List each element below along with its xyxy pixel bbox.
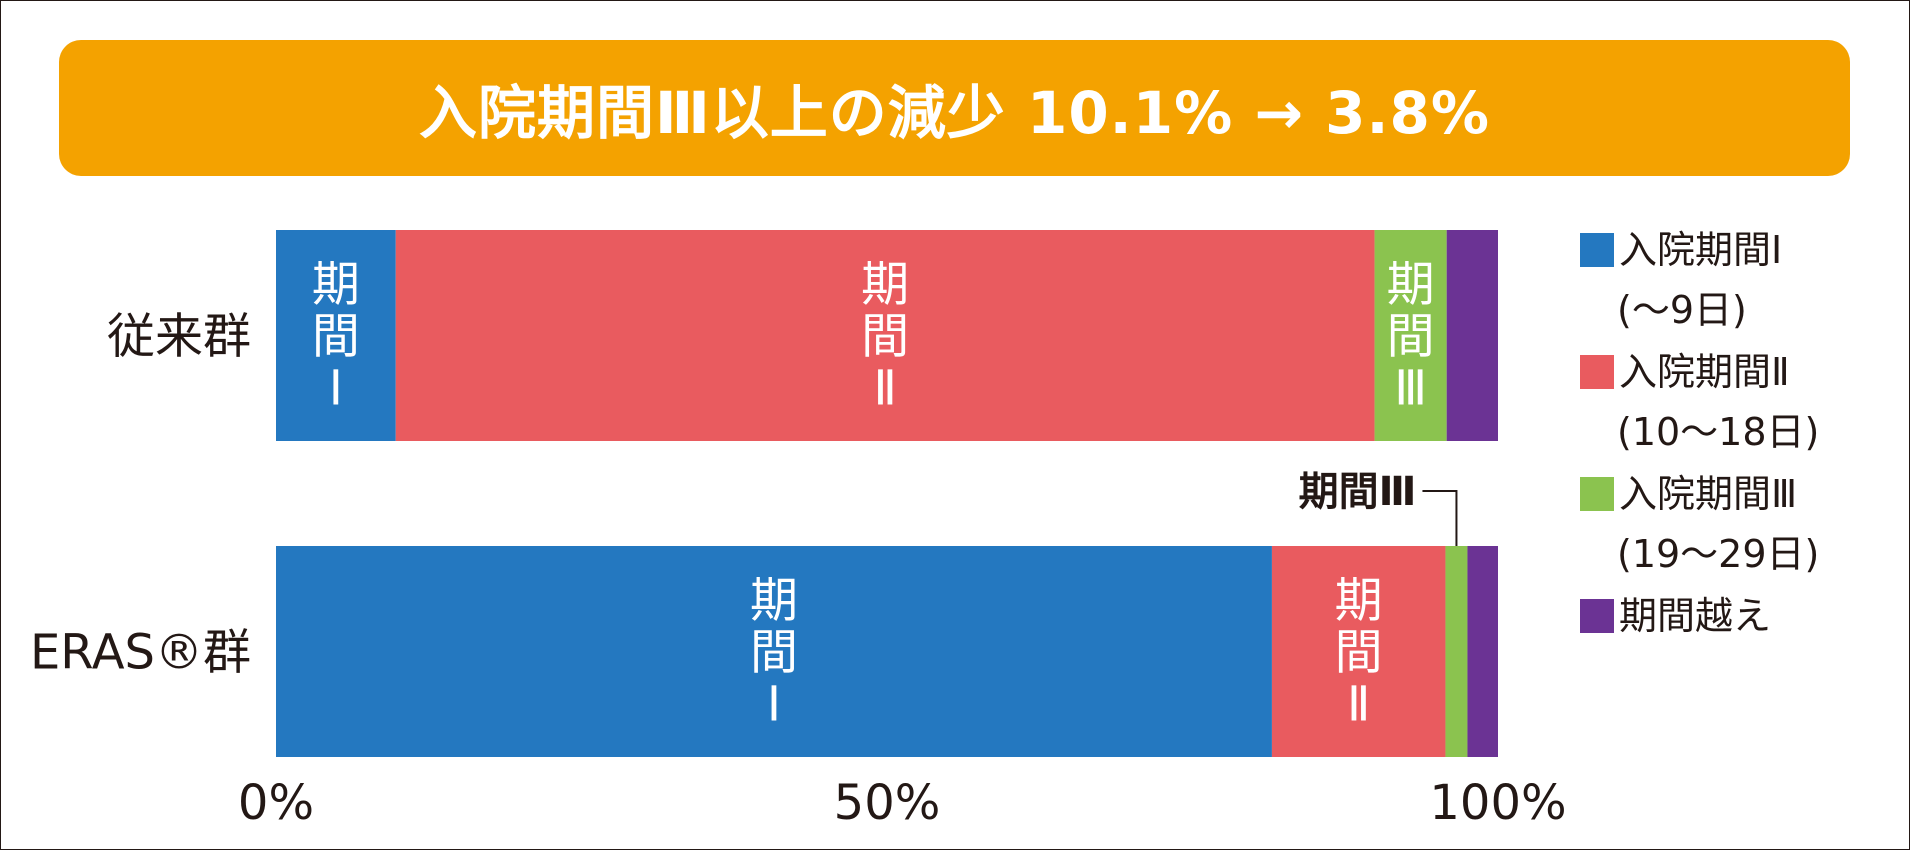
bar-segment-label-2-2: 期間 Ⅱ: [1335, 573, 1383, 733]
legend-label-1: 入院期間Ⅰ: [1619, 228, 1782, 272]
bar-segment-2-3: [1445, 546, 1468, 757]
bar-segment-label-1-1: 期間 Ⅰ: [312, 257, 360, 417]
bar-segment-label-2-1: 期間 Ⅰ: [750, 573, 798, 733]
bar-segment-1-4: [1446, 230, 1498, 441]
banner-text: 入院期間Ⅲ以上の減少 10.1% → 3.8%: [418, 79, 1491, 147]
legend-sublabel-3: (19～29日): [1617, 532, 1819, 576]
legend-sublabel-1: (～9日): [1617, 288, 1747, 332]
legend-sublabel-2: (10～18日): [1617, 410, 1819, 454]
bar-segment-1-2: [395, 230, 1375, 441]
bar-segment-2-1: [276, 546, 1272, 757]
legend-label-4: 期間越え: [1619, 594, 1771, 638]
legend-swatch-2: [1580, 355, 1614, 389]
category-label-1: 従来群: [107, 309, 251, 365]
legend-swatch-4: [1580, 599, 1614, 633]
bar-segment-1-1: [276, 230, 396, 441]
bar-segment-2-2: [1271, 546, 1446, 757]
summary-banner: 入院期間Ⅲ以上の減少 10.1% → 3.8%: [59, 40, 1850, 176]
bar-segment-label-1-2: 期間 Ⅱ: [861, 257, 909, 417]
callout-label-1: 期間Ⅲ: [1299, 469, 1417, 515]
bar-segment-2-4: [1467, 546, 1498, 757]
legend-label-2: 入院期間Ⅱ: [1619, 350, 1790, 394]
legend-swatch-1: [1580, 233, 1614, 267]
x-tick-label-1: 0%: [238, 775, 314, 831]
bar-segment-1-3: [1374, 230, 1447, 441]
legend-label-3: 入院期間Ⅲ: [1619, 472, 1797, 516]
x-tick-label-3: 100%: [1429, 775, 1566, 831]
x-tick-label-2: 50%: [834, 775, 941, 831]
callout-leader-line: [1422, 490, 1458, 546]
bar-segment-label-1-3: 期間 Ⅲ: [1387, 257, 1435, 417]
legend-swatch-3: [1580, 477, 1614, 511]
category-label-2: ERAS®群: [30, 625, 251, 681]
